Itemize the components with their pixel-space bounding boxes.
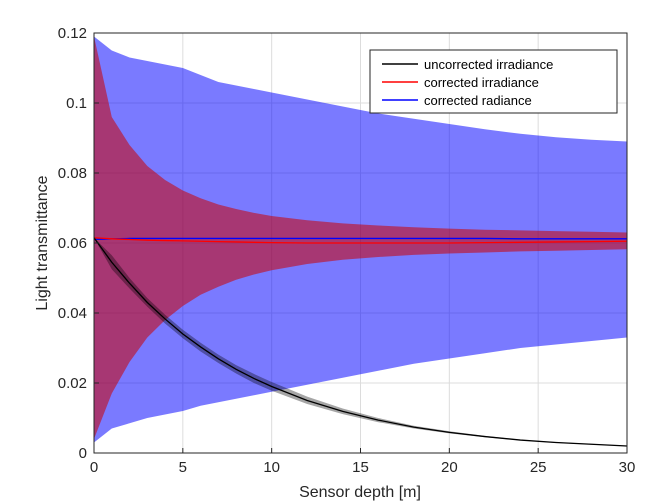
series-lines	[93, 237, 628, 447]
y-tick-label: 0	[79, 445, 87, 462]
x-tick-label: 25	[530, 459, 547, 476]
y-tick-label: 0.02	[58, 375, 87, 392]
line-corrected-radiance	[93, 237, 627, 241]
uncertainty-bands	[94, 36, 627, 446]
legend-label-corrected-radiance: corrected radiance	[424, 93, 532, 108]
y-tick-label: 0.12	[58, 25, 87, 42]
band-corrected-irradiance	[94, 36, 627, 439]
y-tick-label: 0.1	[66, 95, 87, 112]
x-tick-label: 20	[441, 459, 458, 476]
x-tick-label: 10	[263, 459, 280, 476]
line-corrected-irradiance	[93, 237, 628, 244]
y-tick-label: 0.04	[58, 305, 87, 322]
x-tick-label: 5	[179, 459, 187, 476]
axis-ticks: 0 5 10 15 20 25 30 0 0.02 0.04 0.06 0.08 0.1 0.12	[58, 25, 636, 476]
legend: uncorrected irradiance corrected irradia…	[369, 49, 618, 114]
x-tick-label: 0	[90, 459, 98, 476]
x-axis-label: Sensor depth [m]	[299, 484, 421, 501]
y-axis-label: Light transmittance	[34, 175, 51, 310]
legend-label-uncorrected-irradiance: uncorrected irradiance	[424, 57, 553, 72]
x-tick-label: 15	[352, 459, 369, 476]
y-tick-label: 0.06	[58, 235, 87, 252]
line-uncorrected-irradiance	[93, 237, 628, 447]
x-tick-label: 30	[619, 459, 636, 476]
legend-label-corrected-irradiance: corrected irradiance	[424, 75, 539, 90]
y-tick-label: 0.08	[58, 165, 87, 182]
